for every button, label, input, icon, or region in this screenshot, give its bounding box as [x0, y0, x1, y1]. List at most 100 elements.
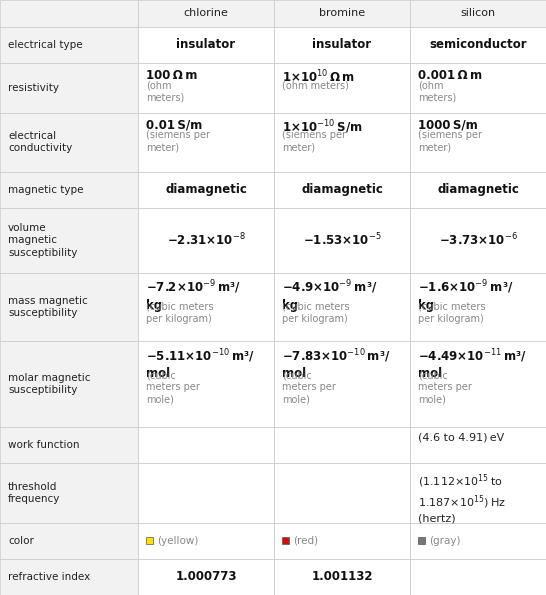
Text: electrical
conductivity: electrical conductivity	[8, 131, 72, 154]
Text: (siemens per
meter): (siemens per meter)	[282, 130, 346, 152]
Bar	[282, 537, 289, 544]
Text: (1.112×10$^{15}$ to
1.187×10$^{15}$) Hz
(hertz): (1.112×10$^{15}$ to 1.187×10$^{15}$) Hz …	[418, 472, 506, 524]
Bar	[410, 273, 546, 342]
Bar	[0, 0, 138, 27]
Text: mass magnetic
susceptibility: mass magnetic susceptibility	[8, 296, 88, 318]
Bar	[410, 427, 546, 464]
Bar	[274, 464, 410, 522]
Bar	[138, 427, 274, 464]
Bar	[0, 112, 138, 171]
Text: bromine: bromine	[319, 8, 365, 18]
Bar	[138, 112, 274, 171]
Bar	[410, 0, 546, 27]
Text: (siemens per
meter): (siemens per meter)	[418, 130, 482, 152]
Text: (yellow): (yellow)	[157, 536, 198, 546]
Text: 1.000773: 1.000773	[175, 571, 237, 583]
Bar	[410, 208, 546, 273]
Text: 0.01 S/m: 0.01 S/m	[146, 118, 202, 131]
Bar	[410, 27, 546, 63]
Bar	[138, 342, 274, 427]
Text: (cubic meters
per kilogram): (cubic meters per kilogram)	[146, 302, 213, 324]
Text: chlorine: chlorine	[183, 8, 228, 18]
Text: −5.11×10$^{-10}$ m³/
mol: −5.11×10$^{-10}$ m³/ mol	[146, 347, 255, 380]
Bar	[0, 171, 138, 208]
Text: molar magnetic
susceptibility: molar magnetic susceptibility	[8, 373, 91, 396]
Bar	[0, 273, 138, 342]
Bar	[138, 464, 274, 522]
Bar	[274, 171, 410, 208]
Bar	[274, 273, 410, 342]
Bar	[138, 522, 274, 559]
Bar	[0, 63, 138, 112]
Text: insulator: insulator	[176, 38, 235, 51]
Bar	[0, 559, 138, 595]
Bar	[0, 27, 138, 63]
Text: threshold
frequency: threshold frequency	[8, 482, 61, 504]
Text: (ohm
meters): (ohm meters)	[418, 80, 456, 102]
Bar	[274, 63, 410, 112]
Text: 100 Ω m: 100 Ω m	[146, 69, 197, 82]
Text: −1.53×10$^{-5}$: −1.53×10$^{-5}$	[302, 232, 381, 249]
Text: (cubic
meters per
mole): (cubic meters per mole)	[282, 370, 336, 405]
Text: insulator: insulator	[312, 38, 372, 51]
Text: (ohm meters): (ohm meters)	[282, 80, 349, 90]
Bar	[138, 63, 274, 112]
Text: work function: work function	[8, 440, 80, 450]
Bar	[0, 208, 138, 273]
Bar	[146, 537, 153, 544]
Text: (4.6 to 4.91) eV: (4.6 to 4.91) eV	[418, 433, 505, 443]
Text: (gray): (gray)	[429, 536, 460, 546]
Text: −1.6×10$^{-9}$ m³/
kg: −1.6×10$^{-9}$ m³/ kg	[418, 278, 513, 312]
Bar	[274, 0, 410, 27]
Text: volume
magnetic
susceptibility: volume magnetic susceptibility	[8, 223, 78, 258]
Bar	[410, 63, 546, 112]
Text: (siemens per
meter): (siemens per meter)	[146, 130, 210, 152]
Bar	[274, 522, 410, 559]
Bar	[274, 27, 410, 63]
Bar	[410, 464, 546, 522]
Bar	[138, 171, 274, 208]
Text: diamagnetic: diamagnetic	[165, 183, 247, 196]
Text: (cubic
meters per
mole): (cubic meters per mole)	[146, 370, 200, 405]
Text: −4.49×10$^{-11}$ m³/
mol: −4.49×10$^{-11}$ m³/ mol	[418, 347, 527, 380]
Text: silicon: silicon	[460, 8, 496, 18]
Bar	[274, 208, 410, 273]
Bar	[410, 559, 546, 595]
Bar	[138, 273, 274, 342]
Text: −3.73×10$^{-6}$: −3.73×10$^{-6}$	[438, 232, 518, 249]
Bar	[410, 112, 546, 171]
Text: (cubic meters
per kilogram): (cubic meters per kilogram)	[418, 302, 485, 324]
Bar	[138, 27, 274, 63]
Text: −2.31×10$^{-8}$: −2.31×10$^{-8}$	[167, 232, 245, 249]
Text: (cubic meters
per kilogram): (cubic meters per kilogram)	[282, 302, 349, 324]
Text: resistivity: resistivity	[8, 83, 59, 93]
Text: refractive index: refractive index	[8, 572, 90, 582]
Text: color: color	[8, 536, 34, 546]
Text: magnetic type: magnetic type	[8, 185, 84, 195]
Text: −7.2×10$^{-9}$ m³/
kg: −7.2×10$^{-9}$ m³/ kg	[146, 278, 241, 312]
Bar	[138, 0, 274, 27]
Text: 0.001 Ω m: 0.001 Ω m	[418, 69, 482, 82]
Bar	[418, 537, 425, 544]
Text: 1000 S/m: 1000 S/m	[418, 118, 478, 131]
Bar	[274, 342, 410, 427]
Bar	[410, 171, 546, 208]
Text: electrical type: electrical type	[8, 40, 82, 50]
Bar	[0, 427, 138, 464]
Bar	[410, 522, 546, 559]
Text: diamagnetic: diamagnetic	[437, 183, 519, 196]
Bar	[138, 208, 274, 273]
Text: (red): (red)	[293, 536, 318, 546]
Text: 1.001132: 1.001132	[311, 571, 373, 583]
Bar	[0, 342, 138, 427]
Text: diamagnetic: diamagnetic	[301, 183, 383, 196]
Text: −4.9×10$^{-9}$ m³/
kg: −4.9×10$^{-9}$ m³/ kg	[282, 278, 377, 312]
Text: 1×10$^{-10}$ S/m: 1×10$^{-10}$ S/m	[282, 118, 363, 136]
Text: semiconductor: semiconductor	[429, 38, 527, 51]
Bar	[410, 342, 546, 427]
Text: (cubic
meters per
mole): (cubic meters per mole)	[418, 370, 472, 405]
Bar	[0, 522, 138, 559]
Text: 1×10$^{10}$ Ω m: 1×10$^{10}$ Ω m	[282, 69, 355, 86]
Bar	[138, 559, 274, 595]
Text: −7.83×10$^{-10}$ m³/
mol: −7.83×10$^{-10}$ m³/ mol	[282, 347, 390, 380]
